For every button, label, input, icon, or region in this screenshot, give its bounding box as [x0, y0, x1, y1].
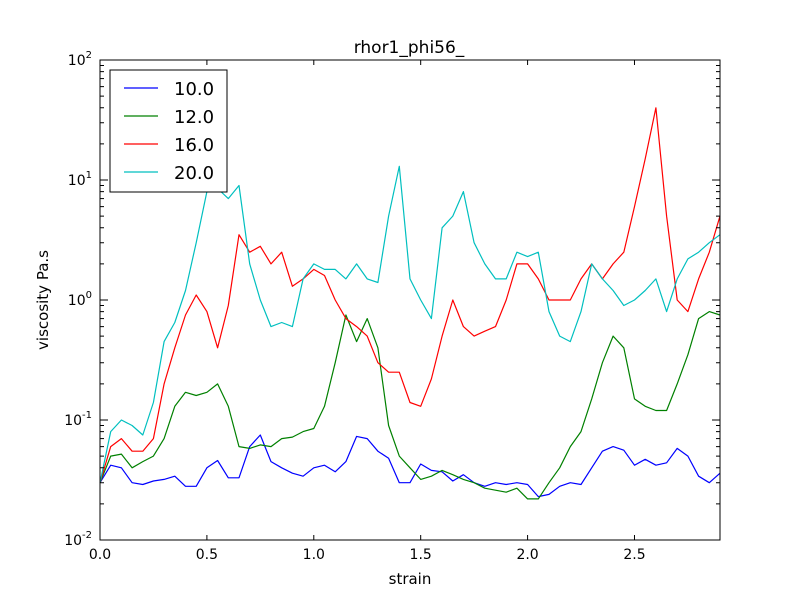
series-group [99, 107, 721, 500]
chart-title: rhor1_phi56_ [354, 38, 465, 58]
y-tick-label: 100 [68, 290, 92, 309]
plot-area [99, 107, 721, 500]
legend-label: 16.0 [174, 135, 214, 156]
legend-label: 10.0 [174, 79, 214, 100]
y-tick-label: 101 [68, 170, 92, 189]
x-tick-label: 2.5 [623, 547, 645, 563]
y-tick-label: 10-2 [64, 530, 92, 549]
series-line-20-0 [99, 165, 721, 483]
y-tick-label: 102 [68, 50, 92, 69]
x-tick-label: 1.5 [410, 547, 432, 563]
x-tick-label: 0.0 [89, 547, 111, 563]
x-tick-label: 0.5 [196, 547, 218, 563]
series-line-10-0 [99, 434, 721, 498]
x-axis: 0.0 0.5 1.0 1.5 2.0 2.5 [89, 60, 646, 563]
x-tick-label: 2.0 [516, 547, 538, 563]
x-tick-label: 1.0 [303, 547, 325, 563]
x-axis-label: strain [389, 570, 432, 588]
legend: 10.0 12.0 16.0 20.0 [109, 69, 228, 193]
series-line-12-0 [99, 311, 721, 500]
series-line-16-0 [99, 107, 721, 483]
legend-label: 12.0 [174, 107, 214, 128]
y-axis-label: viscosity Pa.s [34, 250, 52, 350]
legend-label: 20.0 [174, 163, 214, 184]
y-axis: 10-2 10-1 100 101 102 [64, 50, 720, 549]
y-tick-label: 10-1 [64, 410, 92, 429]
